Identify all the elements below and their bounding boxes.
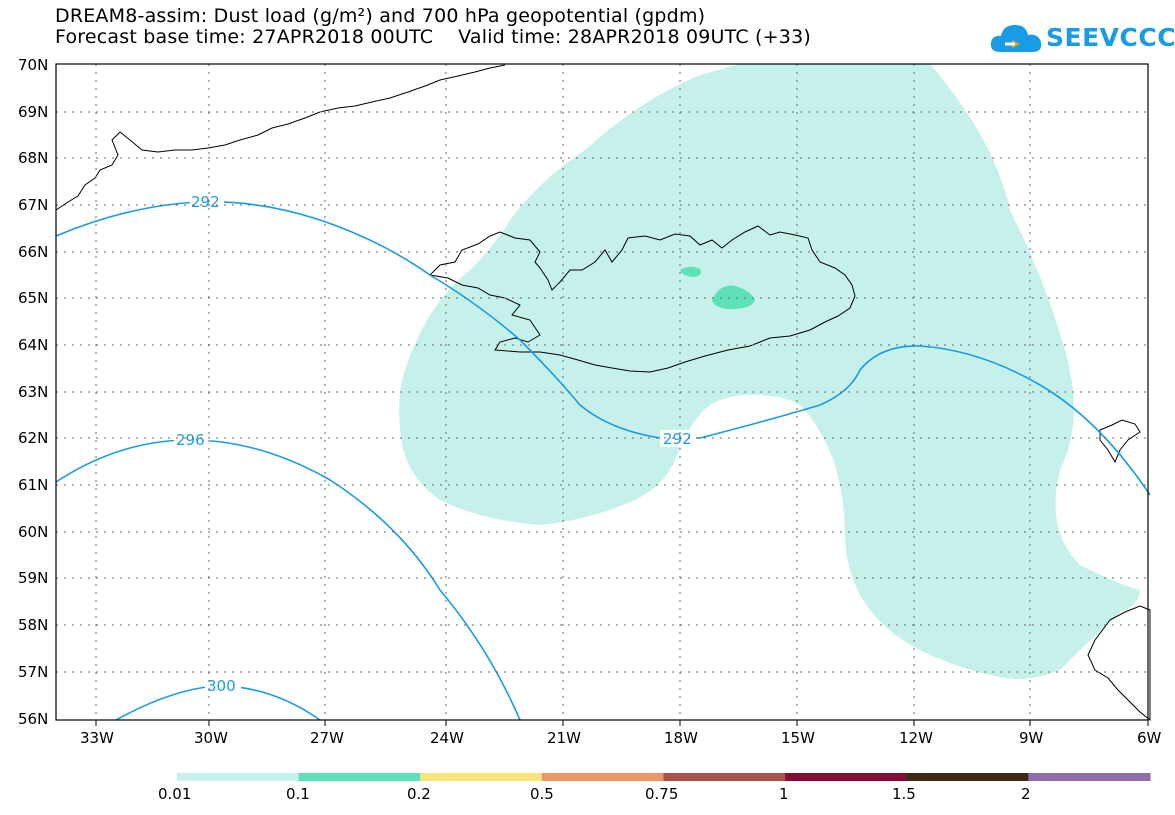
- lat-label: 69N: [18, 103, 48, 121]
- colorbar-label: 0.1: [286, 785, 310, 803]
- lat-label: 64N: [18, 336, 48, 354]
- lat-label: 61N: [18, 476, 48, 494]
- lat-label: 70N: [18, 56, 48, 74]
- contour-label-300: 300: [207, 677, 236, 695]
- colorbar-label: 0.2: [407, 785, 431, 803]
- colorbar-segment: [663, 773, 786, 781]
- dust-patch-medium-a: [712, 285, 755, 310]
- lat-label: 58N: [18, 616, 48, 634]
- contour-label-bg: [660, 430, 696, 447]
- contour-292-west: [55, 201, 1151, 496]
- colorbar-label: 1.5: [892, 785, 916, 803]
- lon-label: 9W: [1019, 729, 1044, 747]
- lat-label: 66N: [18, 243, 48, 261]
- contour-label-bg: [174, 431, 210, 448]
- lon-label: 15W: [781, 729, 815, 747]
- lon-label: 18W: [664, 729, 698, 747]
- dust-patch-medium-b: [680, 266, 702, 277]
- lat-label: 59N: [18, 569, 48, 587]
- contour-label-292-b: 292: [663, 430, 692, 448]
- seevccc-logo: SEEVCCC: [990, 18, 1175, 58]
- colorbar-segment: [906, 773, 1029, 781]
- tick-marks: [95, 720, 1149, 726]
- lat-label: 63N: [18, 383, 48, 401]
- lon-label: 6W: [1137, 729, 1162, 747]
- colorbar-segment: [177, 773, 300, 781]
- contour-label-bg: [205, 677, 241, 694]
- lat-label: 65N: [18, 289, 48, 307]
- lat-label: 68N: [18, 149, 48, 167]
- colorbar-segment: [1028, 773, 1151, 781]
- lon-label: 27W: [310, 729, 344, 747]
- lon-label: 30W: [194, 729, 228, 747]
- map-title-line-1: DREAM8-assim: Dust load (g/m²) and 700 h…: [55, 5, 706, 27]
- lat-label: 57N: [18, 663, 48, 681]
- colorbar-label: 2: [1021, 785, 1031, 803]
- lon-label: 24W: [430, 729, 464, 747]
- colorbar-label: 1: [779, 785, 789, 803]
- graticule: [56, 64, 1148, 720]
- lat-label: 60N: [18, 523, 48, 541]
- latitude-labels: 70N 69N 68N 67N 66N 65N 64N 63N 62N 61N …: [18, 56, 48, 728]
- lat-label: 62N: [18, 429, 48, 447]
- colorbar-segment: [541, 773, 664, 781]
- colorbar-segment: [785, 773, 908, 781]
- cloud-logo-icon: [990, 25, 1042, 52]
- contour-296: [55, 439, 521, 721]
- greenland-coastline: [55, 64, 506, 211]
- colorbar: [177, 773, 1151, 781]
- colorbar-segment: [420, 773, 543, 781]
- colorbar-labels: 0.01 0.1 0.2 0.5 0.75 1 1.5 2: [158, 785, 1031, 803]
- map-title-line-2: Forecast base time: 27APR2018 00UTC Vali…: [55, 26, 811, 48]
- iceland-coastline: [428, 225, 856, 373]
- lon-label: 12W: [899, 729, 933, 747]
- dust-load-shading: [399, 64, 1140, 679]
- dust-plume: [399, 64, 1140, 679]
- lon-label: 21W: [547, 729, 581, 747]
- contour-labels: 292 292 296 300: [174, 193, 696, 695]
- map-frame: [55, 63, 1149, 721]
- contour-label-292-a: 292: [191, 193, 220, 211]
- scotland-coastline: [1099, 419, 1141, 464]
- coastlines: [55, 64, 1151, 722]
- colorbar-label: 0.75: [645, 785, 678, 803]
- colorbar-label: 0.01: [158, 785, 191, 803]
- lat-label: 56N: [18, 710, 48, 728]
- colorbar-segment: [298, 773, 421, 781]
- contour-label-bg: [190, 193, 224, 210]
- longitude-labels: 33W 30W 27W 24W 21W 18W 15W 12W 9W 6W: [80, 729, 1162, 747]
- ireland-scotland-coastline: [1087, 605, 1151, 722]
- lat-label: 67N: [18, 196, 48, 214]
- lon-label: 33W: [80, 729, 114, 747]
- contour-label-296: 296: [176, 431, 205, 449]
- colorbar-label: 0.5: [530, 785, 554, 803]
- logo-text: SEEVCCC: [1046, 23, 1175, 52]
